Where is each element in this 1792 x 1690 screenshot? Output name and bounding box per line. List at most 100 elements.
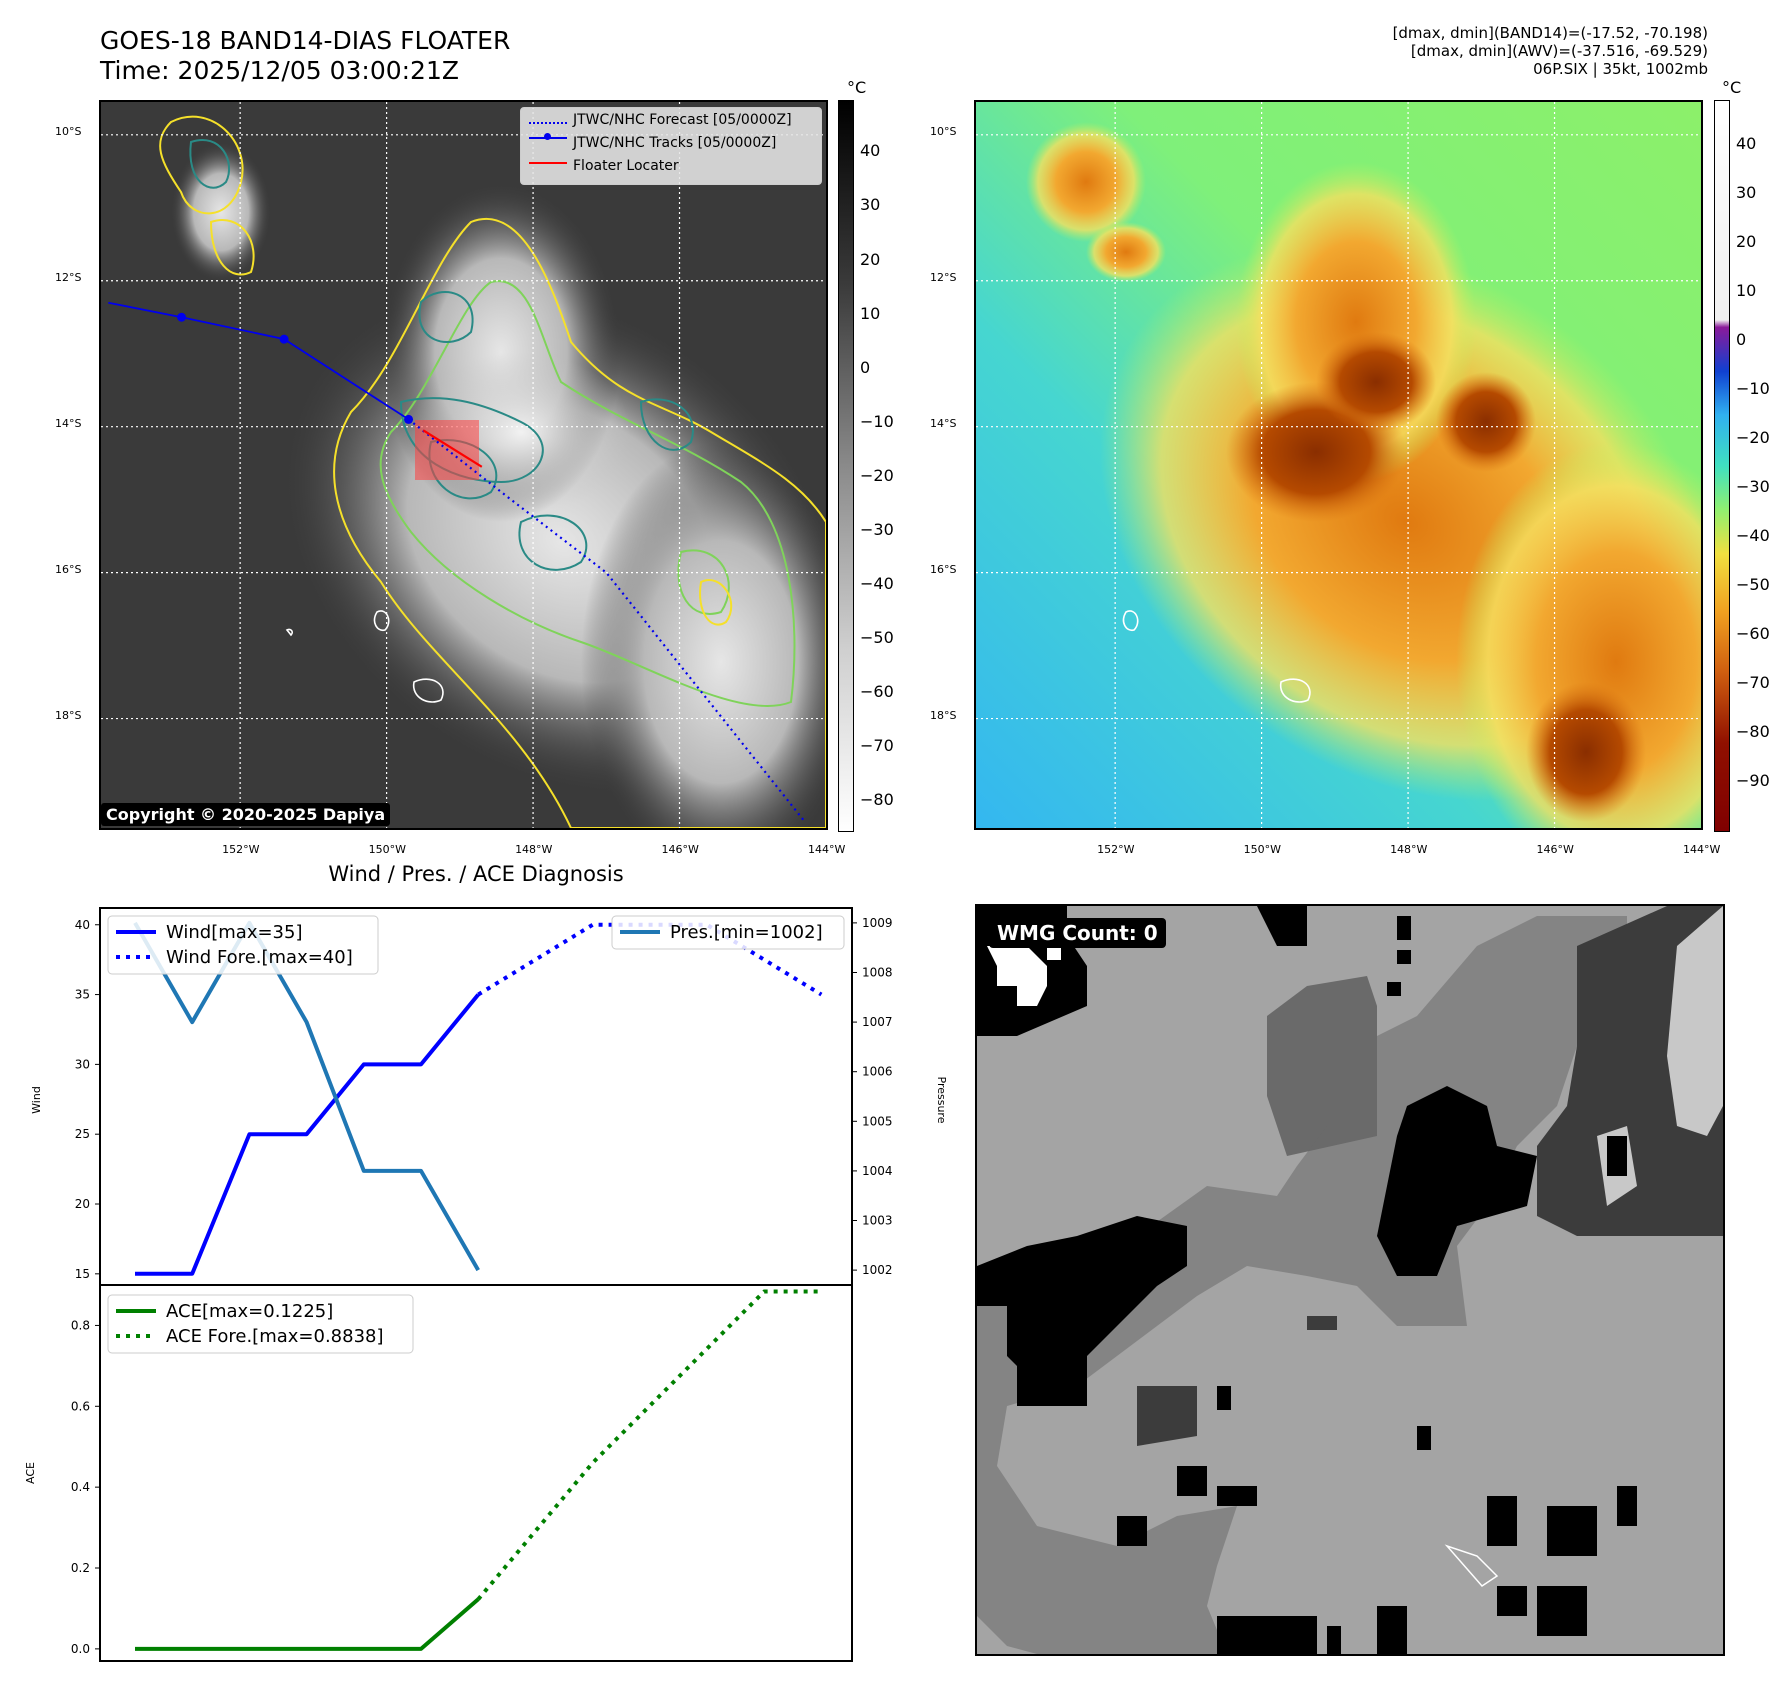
ace-ytick: 0.0: [71, 1642, 90, 1656]
pressure-ytick: 1002: [862, 1263, 893, 1277]
colorbar-tick: −50: [1736, 575, 1770, 595]
colorbar-tick: −40: [860, 573, 894, 593]
colorbar-tick: −70: [1736, 673, 1770, 693]
lat-label: 18°S: [930, 708, 957, 722]
colorbar-tick: −60: [860, 682, 894, 702]
ace-axis-label: ACE: [24, 1462, 37, 1484]
legend-forecast-label: JTWC/NHC Forecast [05/0000Z]: [573, 112, 792, 128]
map-gridlines: [101, 102, 826, 828]
lat-label: 16°S: [930, 562, 957, 576]
track-point: [404, 414, 414, 424]
lat-label: 10°S: [55, 124, 82, 138]
colorbar-tick: −80: [860, 790, 894, 810]
ace-ytick: 0.8: [71, 1318, 90, 1332]
ir-colorbar: [838, 100, 854, 832]
colorbar-tick: −60: [1736, 624, 1770, 644]
pressure-ytick: 1004: [862, 1164, 893, 1178]
floater-locater-line: [422, 429, 483, 468]
track-legend-marker: [544, 133, 551, 140]
pressure-ytick: 1003: [862, 1214, 893, 1228]
lon-label: 148°W: [515, 843, 553, 856]
wind-ytick: 35: [75, 988, 90, 1002]
forecast-legend-swatch: [529, 122, 567, 124]
forecast-line: [407, 418, 805, 822]
lat-label: 12°S: [55, 270, 82, 284]
wmg-svg: [977, 906, 1723, 1654]
info-band14: [dmax, dmin](BAND14)=(-17.52, -70.198): [1392, 24, 1708, 42]
pressure-ytick: 1008: [862, 965, 893, 979]
wmg-panel: [975, 904, 1725, 1656]
locater-legend-swatch: [529, 162, 567, 164]
lat-label: 18°S: [55, 708, 82, 722]
ace-legend: [107, 1294, 414, 1354]
colorbar-tick: −10: [860, 411, 894, 431]
legend-label: Wind[max=35]: [166, 922, 303, 943]
track-layer: [108, 301, 805, 822]
ace-ytick: 0.4: [71, 1480, 90, 1494]
lat-label: 14°S: [930, 416, 957, 430]
ace-line: [135, 1597, 480, 1651]
ace-panel-frame: [99, 1284, 853, 1662]
wind-line: [135, 993, 480, 1276]
legend-label: ACE Fore.[max=0.8838]: [166, 1326, 384, 1347]
ace-ytick: 0.6: [71, 1399, 90, 1413]
wind-axis-label: Wind: [30, 1086, 43, 1114]
lat-label: 12°S: [930, 270, 957, 284]
colorbar-tick: 40: [860, 141, 881, 161]
colorbar-tick: 0: [1736, 330, 1747, 350]
ir-map-svg: [101, 102, 826, 828]
ace-forecast-line: [476, 1289, 822, 1601]
ace-ytick: 0.2: [71, 1561, 90, 1575]
lon-label: 148°W: [1390, 843, 1428, 856]
lon-label: 146°W: [661, 843, 699, 856]
pressure-axis-label: Pressure: [935, 1077, 948, 1124]
track-line: [108, 301, 410, 421]
lat-label: 14°S: [55, 416, 82, 430]
copyright-label: Copyright © 2020-2025 Dapiya: [101, 803, 391, 826]
legend-label: Wind Fore.[max=40]: [166, 947, 353, 968]
colorbar-tick: 10: [1736, 281, 1757, 301]
colorbar-tick: −30: [1736, 477, 1770, 497]
legend-locater-label: Floater Locater: [573, 158, 679, 174]
legend-track-label: JTWC/NHC Tracks [05/0000Z]: [573, 135, 777, 151]
awv-map-panel: [974, 100, 1703, 830]
lon-label: 144°W: [1683, 843, 1721, 856]
diagnosis-title: Wind / Pres. / ACE Diagnosis: [328, 862, 624, 886]
track-point: [177, 312, 187, 322]
pressure-ytick: 1005: [862, 1114, 893, 1128]
colorbar-tick: 10: [860, 303, 881, 323]
colorbar-tick: 30: [860, 195, 881, 215]
lat-label: 16°S: [55, 562, 82, 576]
diagnosis-chart: 15 20 25 30 35 40 1002 1003 1004 1005 1006 1007 1008…: [24, 907, 948, 1662]
colorbar-tick: −20: [860, 465, 894, 485]
track-point: [279, 334, 289, 344]
info-awv: [dmax, dmin](AWV)=(-37.516, -69.529): [1410, 42, 1708, 60]
awv-colorbar-unit: °C: [1722, 78, 1742, 97]
colorbar-tick: 30: [1736, 183, 1757, 203]
lat-label: 10°S: [930, 124, 957, 138]
awv-map-svg: [976, 102, 1701, 828]
colorbar-tick: −90: [1736, 771, 1770, 790]
pressure-line: [133, 920, 480, 1272]
lon-label: 152°W: [222, 843, 260, 856]
colorbar-tick: −50: [860, 628, 894, 648]
colorbar-tick: −20: [1736, 428, 1770, 448]
lon-label: 150°W: [368, 843, 406, 856]
colorbar-tick: 20: [860, 249, 881, 269]
colorbar-tick: −30: [860, 519, 894, 539]
pressure-ytick: 1009: [862, 916, 893, 930]
wind-ytick: 25: [75, 1127, 90, 1141]
wind-ytick: 40: [75, 918, 90, 932]
awv-map-gridlines: [976, 102, 1701, 828]
lon-label: 152°W: [1097, 843, 1135, 856]
lon-label: 150°W: [1243, 843, 1281, 856]
pressure-ytick: 1006: [862, 1065, 893, 1079]
wind-ytick: 20: [75, 1197, 90, 1211]
ir-colorbar-unit: °C: [847, 78, 867, 97]
pressure-ytick: 1007: [862, 1015, 893, 1029]
colorbar-tick: −40: [1736, 526, 1770, 546]
figure-title: GOES-18 BAND14-DIAS FLOATER: [100, 26, 511, 55]
colorbar-tick: 40: [1736, 134, 1757, 154]
colorbar-tick: −70: [860, 736, 894, 756]
figure-time: Time: 2025/12/05 03:00:21Z: [100, 56, 459, 85]
